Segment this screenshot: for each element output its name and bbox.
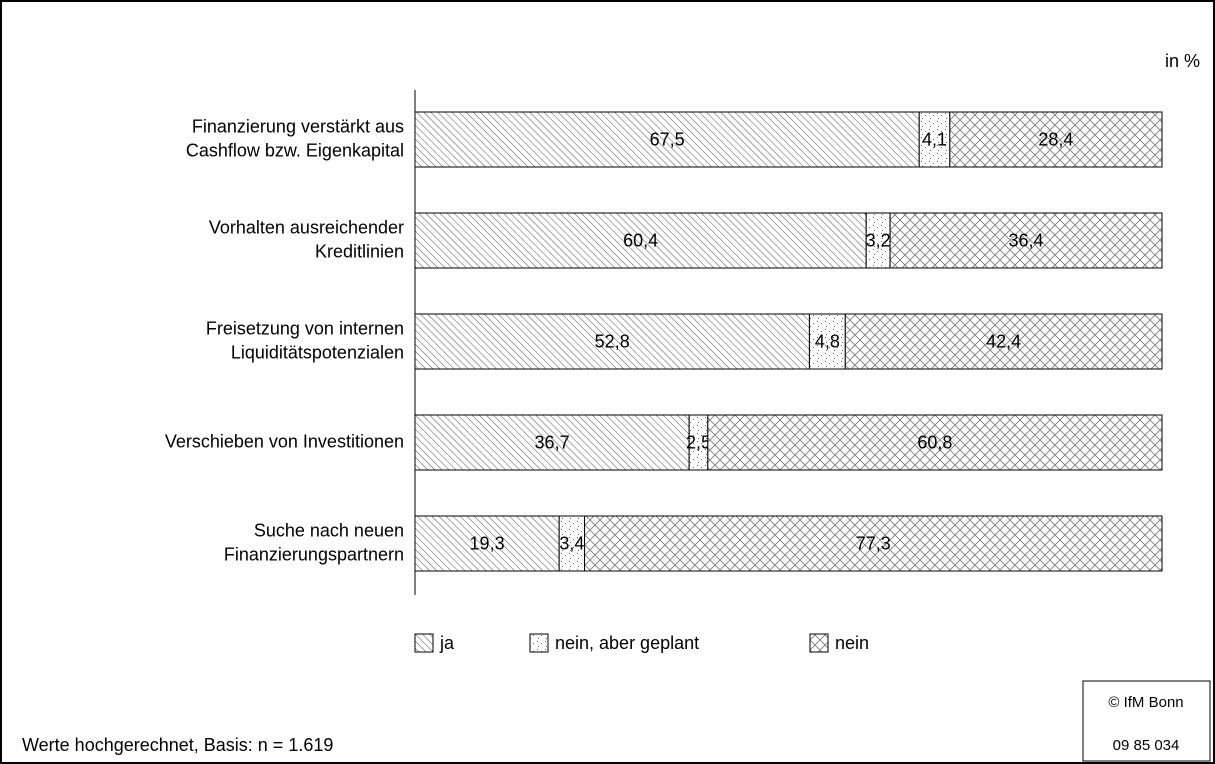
legend-swatch	[414, 633, 434, 653]
value-label: 28,4	[1038, 129, 1073, 149]
category-label: Liquiditätspotenzialen	[231, 342, 404, 362]
bar-segment	[889, 212, 1163, 269]
value-label: 52,8	[595, 331, 630, 351]
value-label: 77,3	[856, 533, 891, 553]
category-label: Finanzierung verstärkt aus	[192, 116, 404, 136]
legend-label: ja	[439, 633, 455, 653]
value-label: 19,3	[470, 533, 505, 553]
bar-segment	[414, 515, 560, 572]
unit-label: in %	[1165, 51, 1200, 71]
category-label: Kreditlinien	[315, 241, 404, 261]
value-label: 60,4	[623, 230, 658, 250]
bar-segment	[414, 414, 690, 471]
value-label: 60,8	[917, 432, 952, 452]
category-label: Cashflow bzw. Eigenkapital	[186, 140, 404, 160]
category-label: Suche nach neuen	[254, 520, 404, 540]
source: © IfM Bonn	[1108, 694, 1183, 711]
bar-segment	[949, 111, 1163, 168]
category-label: Vorhalten ausreichender	[209, 217, 404, 237]
value-label: 67,5	[650, 129, 685, 149]
legend-label: nein, aber geplant	[555, 633, 699, 653]
value-label: 3,2	[866, 230, 891, 250]
note: Werte hochgerechnet, Basis: n = 1.619	[22, 735, 333, 755]
value-label: 2,5	[686, 432, 711, 452]
value-label: 42,4	[986, 331, 1021, 351]
source-box	[1082, 680, 1211, 762]
value-label: 36,7	[535, 432, 570, 452]
value-label: 3,4	[559, 533, 584, 553]
value-label: 36,4	[1009, 230, 1044, 250]
bar-segment	[844, 313, 1163, 370]
category-label: Verschieben von Investitionen	[165, 431, 404, 451]
legend-swatch	[529, 633, 549, 653]
bar-segment	[707, 414, 1163, 471]
bar-segment	[414, 212, 867, 269]
source: 09 85 034	[1113, 737, 1180, 754]
legend-swatch	[809, 633, 829, 653]
category-label: Finanzierungspartnern	[224, 544, 404, 564]
legend-label: nein	[835, 633, 869, 653]
bar-segment	[558, 515, 586, 572]
bar-segment	[584, 515, 1163, 572]
value-label: 4,1	[922, 129, 947, 149]
category-label: Freisetzung von internen	[206, 318, 404, 338]
bar-segment	[414, 111, 920, 168]
value-label: 4,8	[815, 331, 840, 351]
bar-segment	[808, 313, 846, 370]
